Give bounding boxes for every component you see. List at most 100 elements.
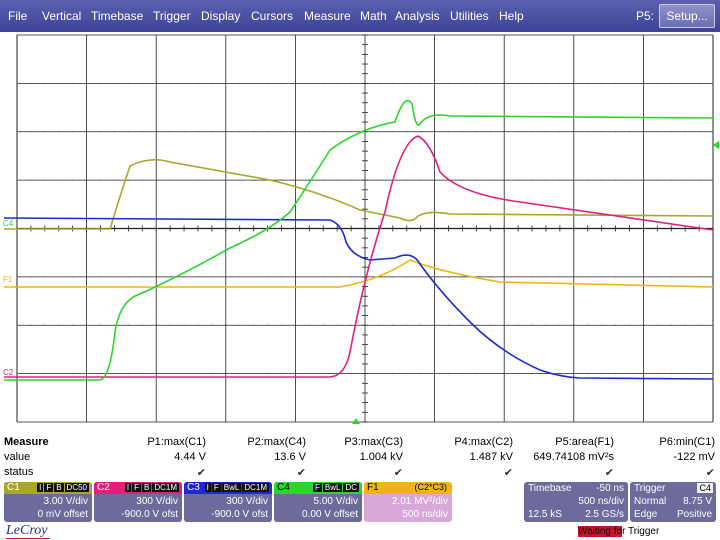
grid-dot xyxy=(614,276,617,278)
grid-dot xyxy=(503,82,505,84)
menu-display[interactable]: Display xyxy=(201,9,241,23)
grid-dot xyxy=(364,276,366,278)
grid-dot xyxy=(392,131,394,133)
menu-trigger[interactable]: Trigger xyxy=(153,9,191,23)
channel-c1-tag: DC50 xyxy=(64,483,89,492)
param-p2-name[interactable]: P2:max(C4) xyxy=(247,436,306,448)
waveform-display[interactable]: C4 F1 C2 xyxy=(0,32,720,426)
grid-dot xyxy=(434,324,436,326)
grid-dot xyxy=(253,179,255,181)
grid-dot xyxy=(239,276,241,278)
grid-dot xyxy=(461,82,464,84)
grid-dot xyxy=(712,276,714,278)
grid-dot xyxy=(670,179,672,181)
channel-c2-header: C2 I F B DC1M xyxy=(94,482,182,494)
param-p3-name[interactable]: P3:max(C3) xyxy=(344,436,403,448)
grid-dot xyxy=(475,131,477,133)
grid-dot xyxy=(266,324,269,326)
grid-dot xyxy=(294,179,296,181)
grid-dot xyxy=(614,373,617,375)
menu-file[interactable]: File xyxy=(8,9,28,23)
grid-dot xyxy=(517,131,519,133)
grid-dot xyxy=(141,179,143,181)
trace-c2 xyxy=(4,135,714,378)
channel-f1-box[interactable]: F1 (C2*C3) 2.01 MV²/div 500 ns/div xyxy=(364,482,452,522)
menu-analysis[interactable]: Analysis xyxy=(395,9,440,23)
timebase-box[interactable]: Timebase -50 ns 500 ns/div 12.5 kS 2.5 G… xyxy=(524,482,628,522)
status-rest: r Trigger xyxy=(622,526,660,537)
channel-c3-scale: 300 V/div xyxy=(226,496,268,507)
channel-c2-tag: B xyxy=(141,483,152,492)
channel-c2-offset: -900.0 V ofst xyxy=(121,509,178,520)
grid-dot xyxy=(322,324,324,326)
setup-button[interactable]: Setup... xyxy=(659,4,715,28)
grid-dot xyxy=(434,373,436,375)
menu-help[interactable]: Help xyxy=(499,9,524,23)
status-check-icon: ✔ xyxy=(604,467,614,479)
grid-dot xyxy=(364,82,366,84)
channel-f1-marker[interactable]: F1 xyxy=(3,275,13,284)
menu-utilities[interactable]: Utilities xyxy=(450,9,489,23)
channel-f1-scale: 2.01 MV²/div xyxy=(391,496,448,507)
grid-dot xyxy=(336,276,338,278)
grid-dot xyxy=(169,324,171,326)
param-p6-name[interactable]: P6:min(C1) xyxy=(659,436,715,448)
param-p1-value: 4.44 V xyxy=(174,451,206,463)
channel-c1-box[interactable]: C1 I F B DC50 3.00 V/div 0 mV offset xyxy=(4,482,92,522)
grid-dot xyxy=(503,179,505,181)
trace-c3 xyxy=(3,217,714,380)
grid-dot xyxy=(420,276,422,278)
grid-dot xyxy=(392,82,394,84)
grid-dot xyxy=(350,179,352,181)
grid-dot xyxy=(30,179,32,181)
grid-dot xyxy=(545,324,547,326)
grid-dot xyxy=(294,276,296,278)
grid-dot xyxy=(531,324,533,326)
grid-dot xyxy=(280,324,283,326)
grid-dot xyxy=(392,324,394,326)
grid-dot xyxy=(253,373,255,375)
channel-c2-box[interactable]: C2 I F B DC1M 300 V/div -900.0 V ofst xyxy=(94,482,182,522)
param-p1-name[interactable]: P1:max(C1) xyxy=(147,436,206,448)
grid-dot xyxy=(712,324,714,326)
grid-dot xyxy=(350,82,352,84)
menu-measure[interactable]: Measure xyxy=(304,9,351,23)
grid-dot xyxy=(656,324,658,326)
param-p4-name[interactable]: P4:max(C2) xyxy=(454,436,513,448)
menu-vertical[interactable]: Vertical xyxy=(42,9,82,23)
grid-dot xyxy=(30,82,32,84)
grid-dot xyxy=(587,373,589,375)
grid-dot xyxy=(684,179,686,181)
grid-dot xyxy=(573,131,575,133)
grid-dot xyxy=(670,276,672,278)
trigger-time-marker[interactable] xyxy=(352,418,360,424)
grid-dot xyxy=(72,373,74,375)
channel-c3-box[interactable]: C3 I F BwL DC1M 300 V/div -900.0 V ofst xyxy=(184,482,272,522)
grid-dot xyxy=(30,131,32,133)
grid-dot xyxy=(99,131,102,133)
grid-dot xyxy=(72,324,74,326)
menu-math[interactable]: Math xyxy=(360,9,387,23)
grid-dot xyxy=(86,324,88,326)
grid-dot xyxy=(642,179,645,181)
grid-dot xyxy=(489,131,491,133)
grid-dot xyxy=(183,82,185,84)
grid-dot xyxy=(642,276,645,278)
channel-c4-marker[interactable]: C4 xyxy=(3,219,14,228)
grid-dot xyxy=(30,324,32,326)
grid-dot xyxy=(141,82,143,84)
trigger-box[interactable]: Trigger C4 Normal 8.75 V Edge Positive xyxy=(630,482,716,522)
menu-timebase[interactable]: Timebase xyxy=(91,9,144,23)
channel-c4-box[interactable]: C4 F BwL DC 5.00 V/div 0.00 V offset xyxy=(274,482,362,522)
channel-c2-marker[interactable]: C2 xyxy=(3,368,14,377)
grid-dot xyxy=(99,82,102,84)
grid-dot xyxy=(378,179,380,181)
trigger-level-marker[interactable] xyxy=(713,141,719,149)
param-p5-name[interactable]: P5:area(F1) xyxy=(555,436,614,448)
menu-cursors[interactable]: Cursors xyxy=(251,9,294,23)
grid-dot xyxy=(16,179,18,181)
grid-dot xyxy=(86,82,88,84)
grid-dot xyxy=(420,324,422,326)
grid-dot xyxy=(364,131,366,133)
grid-dot xyxy=(211,373,213,375)
